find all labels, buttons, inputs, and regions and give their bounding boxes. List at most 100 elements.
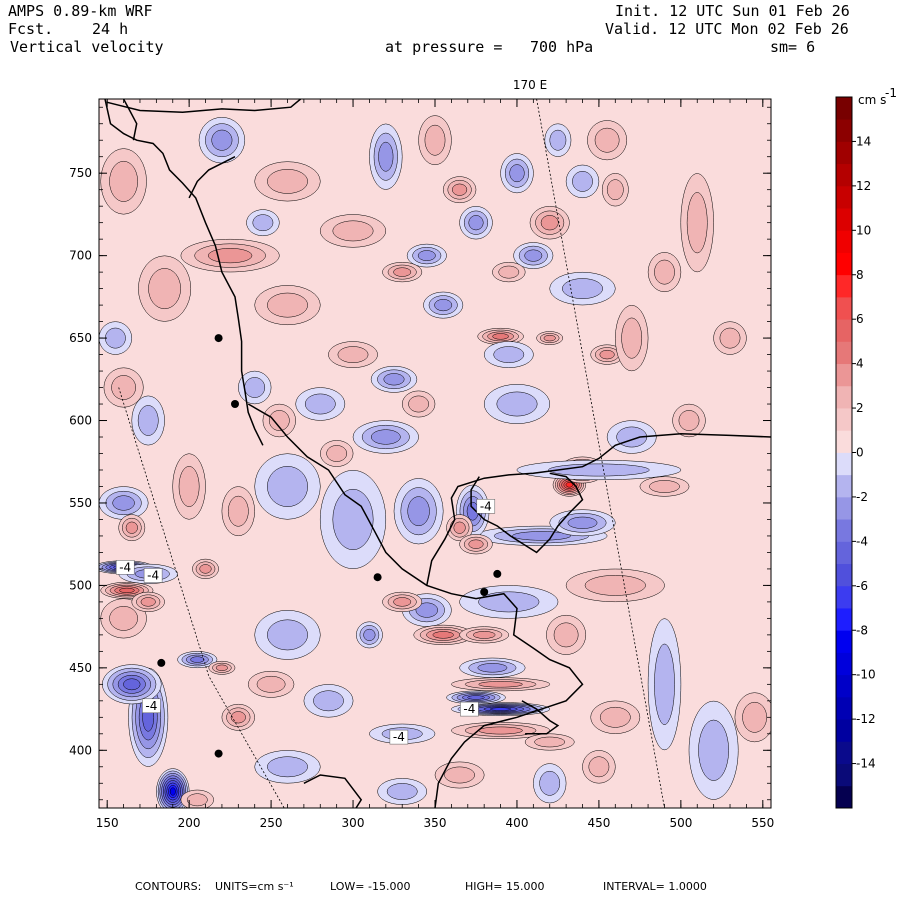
contour-label-box <box>460 701 479 717</box>
field-cell <box>131 591 165 612</box>
contour-band <box>599 706 631 728</box>
contour-band <box>244 377 266 398</box>
colorbar-swatch <box>836 163 852 187</box>
colorbar-swatch <box>836 563 852 587</box>
colorbar-unit: cm s <box>858 93 886 107</box>
contour-band <box>140 597 156 607</box>
contour-band <box>742 701 767 733</box>
colorbar-tick-label: -10 <box>856 668 876 682</box>
contour-label-text: -4 <box>119 560 131 574</box>
pressure-label: at pressure = <box>385 38 503 56</box>
field-cell <box>319 470 387 569</box>
contour-band <box>649 480 680 493</box>
valid-time: Valid. 12 UTC Mon 02 Feb 26 <box>605 20 849 38</box>
contour-band <box>453 521 466 534</box>
field-cell <box>483 384 551 424</box>
field-cell <box>451 677 551 692</box>
field-cell <box>536 331 564 345</box>
contour-band <box>562 278 603 299</box>
field-cell <box>369 123 403 190</box>
contour-band <box>190 656 205 663</box>
field-cell <box>500 153 534 194</box>
x-tick-label: 200 <box>178 816 201 830</box>
footer-units: UNITS=cm s⁻¹ <box>215 880 294 893</box>
contour-labels: -4 -4 -4 -4 -4 -4 <box>115 499 496 745</box>
contour-band <box>393 597 412 607</box>
station-dots <box>157 334 502 758</box>
contour-band <box>567 516 598 529</box>
contour-band <box>498 265 520 279</box>
colorbar-swatch <box>836 496 852 520</box>
colorbar-tick-label: -4 <box>856 534 868 548</box>
contour-band <box>678 410 700 431</box>
contour-label-text: -4 <box>147 569 159 583</box>
field-cell <box>131 395 165 446</box>
contour-band <box>572 171 593 192</box>
meridian-label: 170 E <box>513 78 547 92</box>
field-cell <box>565 164 600 199</box>
field-cell <box>138 255 192 322</box>
contour-band <box>599 349 615 360</box>
colorbar-swatch <box>836 519 852 542</box>
footer-high: HIGH= 15.000 <box>465 880 545 893</box>
colorbar-unit-exponent: -1 <box>885 86 897 100</box>
y-tick-label: 700 <box>69 249 92 263</box>
footer-contours-label: CONTOURS: <box>135 880 202 893</box>
contour-band <box>332 488 374 551</box>
contour-band <box>478 726 523 735</box>
field-cell <box>688 700 739 800</box>
field-cell <box>459 657 526 678</box>
field-cell <box>434 761 485 789</box>
colorbar-swatch <box>836 474 852 498</box>
contour-band <box>565 482 574 488</box>
contour-band <box>417 250 436 261</box>
contour-band <box>267 292 308 318</box>
field-cell <box>393 478 444 545</box>
colorbar-swatch <box>836 696 852 720</box>
contour-band <box>337 346 369 363</box>
contour-band <box>686 192 708 254</box>
colorbar-swatch <box>836 363 852 387</box>
field-cell <box>180 789 214 808</box>
contour-band <box>553 622 579 648</box>
x-tick-label: 450 <box>587 816 610 830</box>
field-cell <box>319 214 387 248</box>
contour-band <box>549 129 567 151</box>
field-cell <box>198 117 246 164</box>
footer-interval: INTERVAL= 1.0000 <box>603 880 707 893</box>
colorbar-tick-label: 0 <box>856 446 864 460</box>
coastline <box>303 774 363 808</box>
colorbar-swatch <box>836 274 852 298</box>
contour-band <box>267 619 308 651</box>
field-cell <box>192 558 219 579</box>
contour-label-text: -4 <box>463 702 475 716</box>
contour-band <box>534 736 566 748</box>
velocity-field <box>99 115 771 808</box>
field-cell <box>370 365 418 393</box>
contour-band <box>719 327 741 349</box>
colorbar-swatch <box>836 408 852 431</box>
colorbar-swatch <box>836 585 852 609</box>
colorbar-tick-label: -6 <box>856 579 868 593</box>
field-cell <box>247 670 295 698</box>
field-cell <box>601 173 629 207</box>
contour-label: -4 <box>115 560 135 575</box>
field-cell <box>246 209 280 237</box>
contour-label-box <box>389 729 409 745</box>
meridian-lines <box>118 99 665 808</box>
field-cell <box>513 242 554 269</box>
field-cell <box>524 733 575 751</box>
field-cell <box>459 534 493 555</box>
contour-band <box>178 466 200 507</box>
colorbar-swatch <box>836 208 852 231</box>
contour-label: -4 <box>389 729 409 745</box>
contour-band <box>123 678 141 691</box>
contour-band <box>408 395 429 413</box>
station-dot <box>493 569 502 578</box>
forecast-label: Fcst. <box>8 20 54 38</box>
field-cell <box>565 568 665 603</box>
field-cell <box>103 367 144 408</box>
colorbar-swatch <box>836 785 852 809</box>
field-cell <box>401 390 436 418</box>
